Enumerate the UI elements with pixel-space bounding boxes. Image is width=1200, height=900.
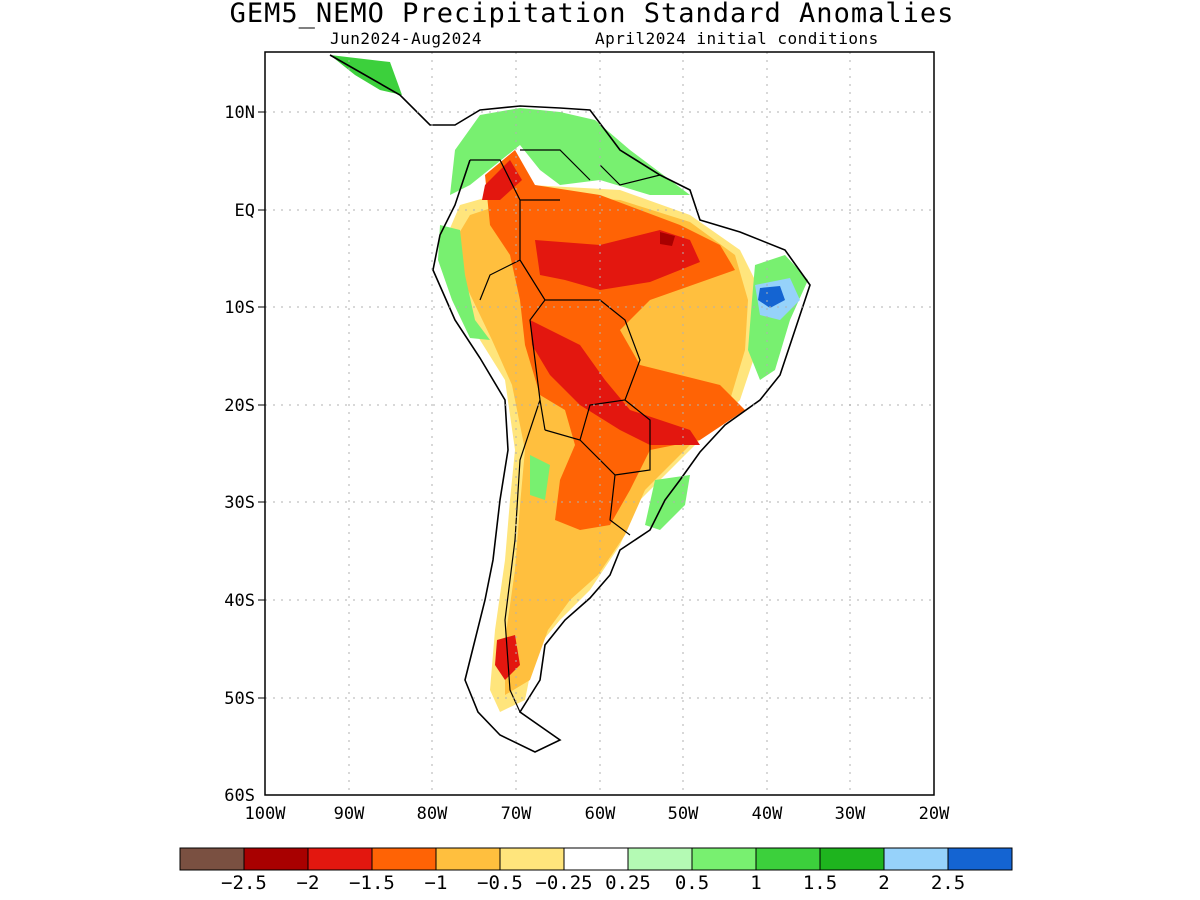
anomaly-blue — [758, 286, 785, 308]
colorbar-label: 2 — [878, 872, 889, 894]
initial-conditions: April2024 initial conditions — [595, 29, 879, 48]
anomaly-green-north — [450, 108, 690, 195]
anomaly-green-andes — [438, 225, 490, 340]
colorbar-label: −2 — [297, 872, 320, 894]
forecast-period: Jun2024-Aug2024 — [330, 29, 482, 48]
colorbar-label: −0.25 — [535, 872, 592, 894]
coastline — [329, 54, 811, 753]
lat-tick-label: 10N — [224, 103, 255, 123]
colorbar-swatch — [179, 847, 245, 871]
colorbar-label: 1 — [750, 872, 761, 894]
lat-tick-label: 40S — [224, 591, 255, 611]
colorbar-label: −1 — [425, 872, 448, 894]
colorbar: −2.5 −2 −1.5 −1 −0.5 −0.25 0.25 0.5 1 1.5 2 2.5 — [179, 847, 1013, 894]
colorbar-swatch — [499, 847, 565, 871]
colorbar-swatch — [243, 847, 309, 871]
lon-tick-label: 80W — [417, 804, 448, 824]
lon-tick-label: 30W — [835, 804, 866, 824]
anomaly-red-north — [482, 160, 522, 200]
lon-axis: 100W 90W 80W 70W 60W 50W 40W 30W 20W — [245, 804, 951, 824]
colorbar-swatch — [371, 847, 437, 871]
lat-tick-label: 30S — [224, 493, 255, 513]
colorbar-label: −1.5 — [349, 872, 395, 894]
lon-tick-label: 100W — [245, 804, 287, 824]
colorbar-swatch — [307, 847, 373, 871]
anomaly-red-south — [530, 320, 700, 445]
lon-tick-label: 20W — [919, 804, 950, 824]
lon-tick-label: 50W — [668, 804, 699, 824]
lat-axis: 10N EQ 10S 20S 30S 40S 50S 60S — [224, 103, 265, 806]
colorbar-swatch — [691, 847, 757, 871]
lon-tick-label: 40W — [752, 804, 783, 824]
lon-tick-label: 60W — [585, 804, 616, 824]
chart-title: GEM5_NEMO Precipitation Standard Anomali… — [229, 0, 955, 29]
colorbar-label: −2.5 — [221, 872, 267, 894]
anomaly-dark-red — [660, 232, 675, 246]
lat-tick-label: 60S — [224, 786, 255, 806]
colorbar-label: 2.5 — [931, 872, 965, 894]
country-borders — [470, 149, 661, 713]
colorbar-label: 0.5 — [675, 872, 709, 894]
map-panel — [265, 52, 934, 795]
lat-tick-label: EQ — [235, 201, 255, 221]
colorbar-swatch — [947, 847, 1013, 871]
colorbar-label: 1.5 — [803, 872, 837, 894]
colorbar-label: 0.25 — [605, 872, 651, 894]
lon-tick-label: 70W — [501, 804, 532, 824]
lon-tick-label: 90W — [334, 804, 365, 824]
colorbar-swatch — [819, 847, 885, 871]
lat-tick-label: 20S — [224, 396, 255, 416]
colorbar-swatch — [627, 847, 693, 871]
colorbar-swatch — [755, 847, 821, 871]
lat-tick-label: 10S — [224, 298, 255, 318]
colorbar-swatch — [883, 847, 949, 871]
colorbar-swatch — [563, 847, 629, 871]
lat-tick-label: 50S — [224, 689, 255, 709]
anomaly-red-central — [535, 230, 700, 290]
anomaly-green-chile — [530, 455, 550, 500]
colorbar-label: −0.5 — [477, 872, 523, 894]
colorbar-swatch — [435, 847, 501, 871]
map-frame — [264, 51, 935, 796]
